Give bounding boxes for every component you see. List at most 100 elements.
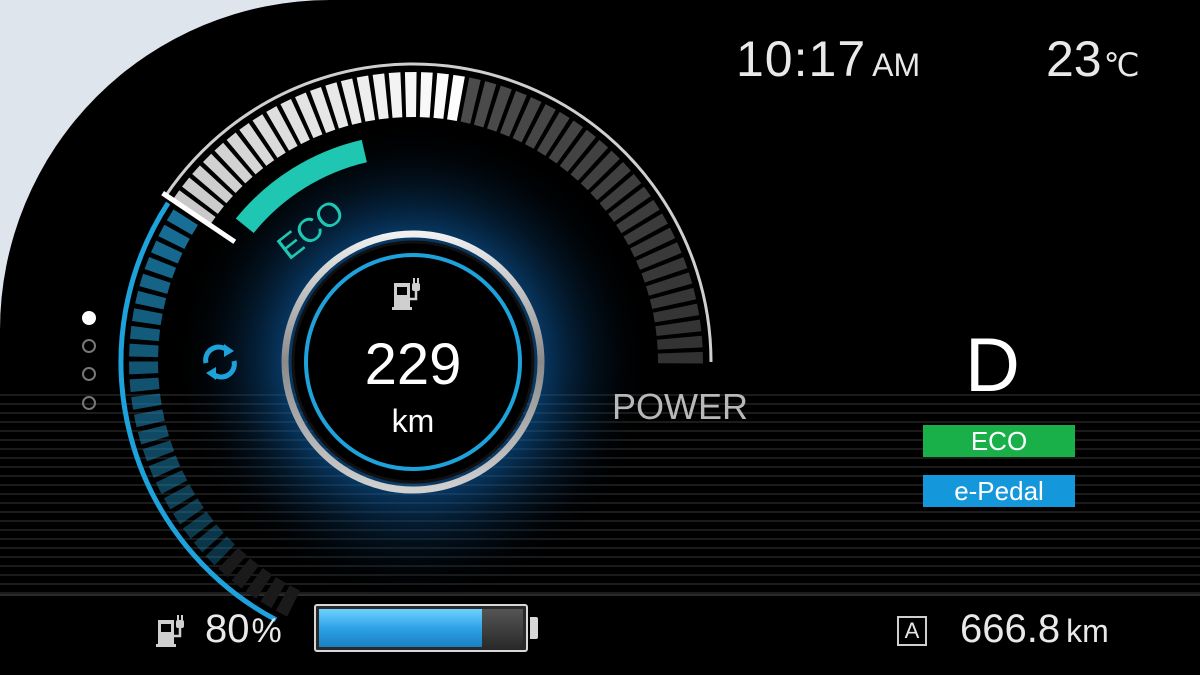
page-dot[interactable] [82, 396, 96, 410]
power-segment [202, 153, 243, 194]
range-unit: km [391, 403, 435, 439]
regen-segment [129, 377, 160, 393]
temperature-value: 23 [1046, 31, 1102, 87]
regen-segment [231, 558, 260, 589]
power-segment [548, 120, 584, 164]
power-segment [599, 174, 642, 211]
power-segment [636, 242, 682, 270]
power-segment [559, 129, 596, 172]
battery-level-bar [314, 604, 528, 652]
power-segment [356, 75, 376, 122]
power-segment [372, 73, 389, 120]
regen-segment [131, 308, 163, 326]
battery-empty-portion [482, 609, 523, 647]
power-segment [512, 97, 542, 143]
power-segment [655, 319, 702, 336]
power-segment [616, 199, 660, 234]
gauge-outer-arc [164, 62, 713, 363]
center-ring [281, 230, 545, 494]
page-dot[interactable] [82, 367, 96, 381]
regen-segment [172, 498, 204, 525]
power-segment [580, 150, 620, 191]
battery-percent-value: 80 [205, 607, 250, 651]
page-dot[interactable] [82, 339, 96, 353]
battery-percent-sign: % [251, 612, 282, 650]
power-segment [623, 213, 668, 246]
regen-outer-arc [118, 201, 278, 623]
power-segment [340, 78, 362, 125]
regen-segment [135, 290, 167, 310]
power-segment [536, 111, 570, 156]
ev-charge-icon [392, 278, 420, 310]
regen-segment [129, 325, 161, 342]
power-segment [172, 190, 216, 225]
regen-segment [205, 536, 235, 566]
power-segment [280, 98, 310, 145]
regen-segment [151, 240, 183, 264]
trip-a-icon[interactable]: A [897, 616, 927, 646]
power-segment [590, 162, 631, 201]
clock-ampm: AM [872, 47, 921, 83]
regen-segment [148, 455, 181, 478]
power-segment [460, 77, 481, 124]
power-segment [641, 257, 688, 283]
temperature-unit: ℃ [1103, 47, 1140, 83]
power-segment [310, 86, 336, 133]
power-segment [646, 272, 693, 296]
regen-segment [142, 440, 175, 462]
center-inner-ring [304, 253, 522, 471]
power-segment [295, 92, 323, 139]
gear-indicator: D [965, 323, 1020, 408]
clock-time: 10:17 [736, 31, 867, 87]
zero-marker [161, 191, 237, 244]
power-segment [649, 287, 697, 309]
regen-segment [275, 585, 300, 617]
battery-charge-icon [156, 615, 184, 647]
battery-level-fill [319, 609, 482, 647]
power-segment [226, 132, 264, 175]
regen-segment [218, 547, 247, 578]
power-segment [500, 90, 527, 137]
page-dot-active[interactable] [82, 311, 96, 325]
power-segment [404, 72, 417, 118]
range-value: 229 [364, 332, 462, 397]
power-segment [192, 165, 233, 204]
power-segment [570, 139, 609, 181]
regen-segment [155, 470, 188, 494]
center-dial [291, 240, 535, 484]
trip-distance: 666.8 km [960, 607, 1109, 652]
regen-segment [166, 209, 198, 235]
gauge-segments [129, 72, 703, 617]
outside-temperature: 23℃ [1046, 30, 1140, 88]
power-segment [388, 72, 403, 118]
power-segment [473, 81, 497, 128]
regen-segment [158, 224, 190, 249]
power-segment [266, 106, 298, 151]
battery-percent: 80% [205, 607, 282, 652]
regen-segment [163, 484, 196, 510]
trip-distance-value: 666.8 [960, 607, 1061, 651]
power-label: POWER [612, 386, 749, 427]
regen-segment [182, 511, 214, 539]
e-pedal-badge: e-Pedal [923, 475, 1075, 507]
regen-segment [129, 361, 159, 375]
power-segment [419, 72, 433, 118]
power-segment [608, 186, 651, 222]
clock: 10:17 AM [736, 30, 920, 88]
eco-zone-band [235, 139, 367, 233]
regen-segment [131, 393, 162, 410]
power-segment [524, 104, 556, 149]
power-segment [182, 177, 224, 214]
regen-segment [139, 273, 171, 294]
regen-arrows-icon [203, 344, 237, 380]
regen-segment [245, 568, 273, 599]
battery-terminal [530, 617, 538, 639]
trip-distance-unit: km [1066, 613, 1109, 649]
power-segment [433, 73, 449, 119]
eco-mode-badge: ECO [923, 425, 1075, 457]
power-segment [630, 227, 676, 258]
power-segment [652, 303, 700, 323]
power-segment [325, 82, 349, 129]
